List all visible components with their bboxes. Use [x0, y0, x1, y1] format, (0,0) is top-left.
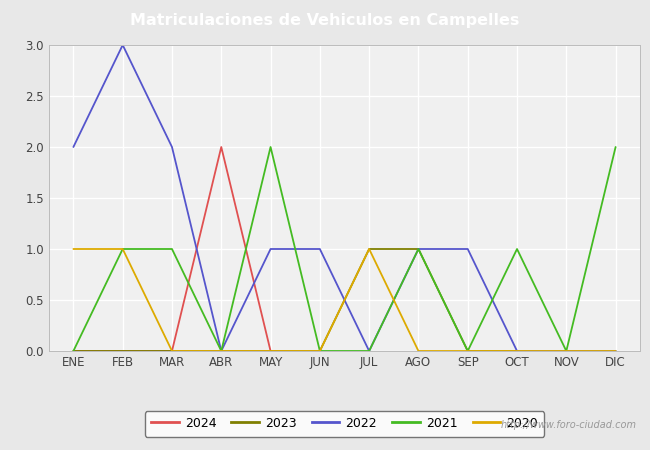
Legend: 2024, 2023, 2022, 2021, 2020: 2024, 2023, 2022, 2021, 2020 — [145, 411, 544, 436]
Text: Matriculaciones de Vehiculos en Campelles: Matriculaciones de Vehiculos en Campelle… — [130, 13, 520, 28]
Text: http://www.foro-ciudad.com: http://www.foro-ciudad.com — [501, 420, 637, 430]
